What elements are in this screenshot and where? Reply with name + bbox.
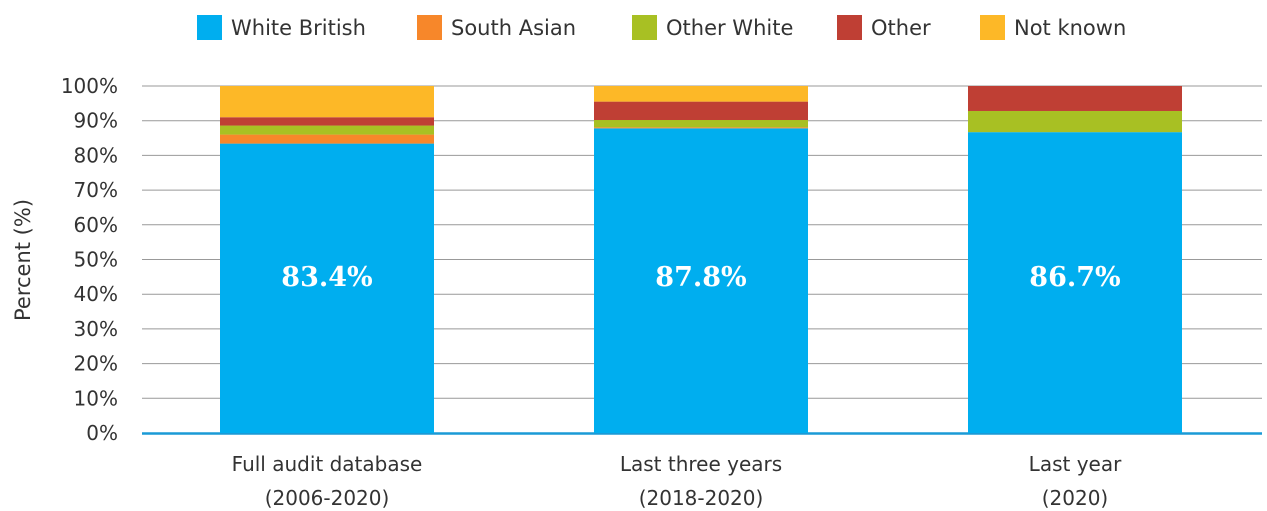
x-category-label: (2018-2020): [639, 486, 764, 510]
bar-segment: [220, 86, 434, 118]
x-category-label: Last three years: [620, 452, 782, 476]
legend-label: Not known: [1014, 16, 1126, 40]
bar-segment: [594, 120, 808, 128]
legend-swatch: [632, 15, 657, 40]
legend-item: Other White: [632, 15, 793, 40]
bar-segment: [220, 143, 434, 434]
x-category-label: (2020): [1042, 486, 1109, 510]
y-tick-label: 60%: [74, 213, 118, 237]
bar-stack: [968, 86, 1182, 433]
legend-label: White British: [231, 16, 366, 40]
legend-swatch: [837, 15, 862, 40]
bar-segment: [968, 132, 1182, 433]
x-category-label: Full audit database: [232, 452, 423, 476]
legend-item: White British: [197, 15, 366, 40]
bar-segment: [594, 127, 808, 129]
legend-swatch: [417, 15, 442, 40]
y-tick-label: 20%: [74, 352, 118, 376]
y-tick-label: 50%: [74, 248, 118, 272]
legend-swatch: [980, 15, 1005, 40]
legend-swatch: [197, 15, 222, 40]
y-tick-label: 10%: [74, 386, 118, 410]
bar-segment: [220, 125, 434, 135]
bar-segment: [594, 128, 808, 434]
y-tick-label: 100%: [61, 74, 118, 98]
data-label: 86.7%: [1029, 262, 1120, 293]
legend: White British South Asian Other White Other…: [197, 15, 1126, 40]
bar-segment: [220, 134, 434, 144]
legend-item: Other: [837, 15, 931, 40]
bars: [220, 86, 1182, 434]
x-axis-categories: Full audit database (2006-2020) Last three…: [232, 452, 1122, 510]
data-labels: 83.4% 87.8% 86.7%: [281, 262, 1120, 293]
x-category-label: Last year: [1029, 452, 1122, 476]
y-tick-label: 0%: [86, 421, 118, 445]
bar-stack: [594, 86, 808, 434]
legend-item: Not known: [980, 15, 1126, 40]
bar-segment: [594, 101, 808, 121]
legend-label: Other: [871, 16, 931, 40]
bar-segment: [594, 86, 808, 102]
y-tick-label: 80%: [74, 143, 118, 167]
y-tick-label: 30%: [74, 317, 118, 341]
legend-label: Other White: [666, 16, 793, 40]
y-tick-label: 70%: [74, 178, 118, 202]
legend-label: South Asian: [451, 16, 576, 40]
data-label: 83.4%: [281, 262, 372, 293]
y-axis-ticks: 0% 10% 20% 30% 40% 50% 60% 70% 80% 90% 100%: [61, 74, 118, 445]
y-tick-label: 90%: [74, 109, 118, 133]
bar-segment: [968, 110, 1182, 133]
bar-stack: [220, 86, 434, 434]
bar-segment: [968, 86, 1182, 111]
bar-segment: [220, 117, 434, 126]
legend-item: South Asian: [417, 15, 576, 40]
y-axis-title: Percent (%): [11, 199, 35, 321]
data-label: 87.8%: [655, 262, 746, 293]
x-category-label: (2006-2020): [265, 486, 390, 510]
y-tick-label: 40%: [74, 282, 118, 306]
